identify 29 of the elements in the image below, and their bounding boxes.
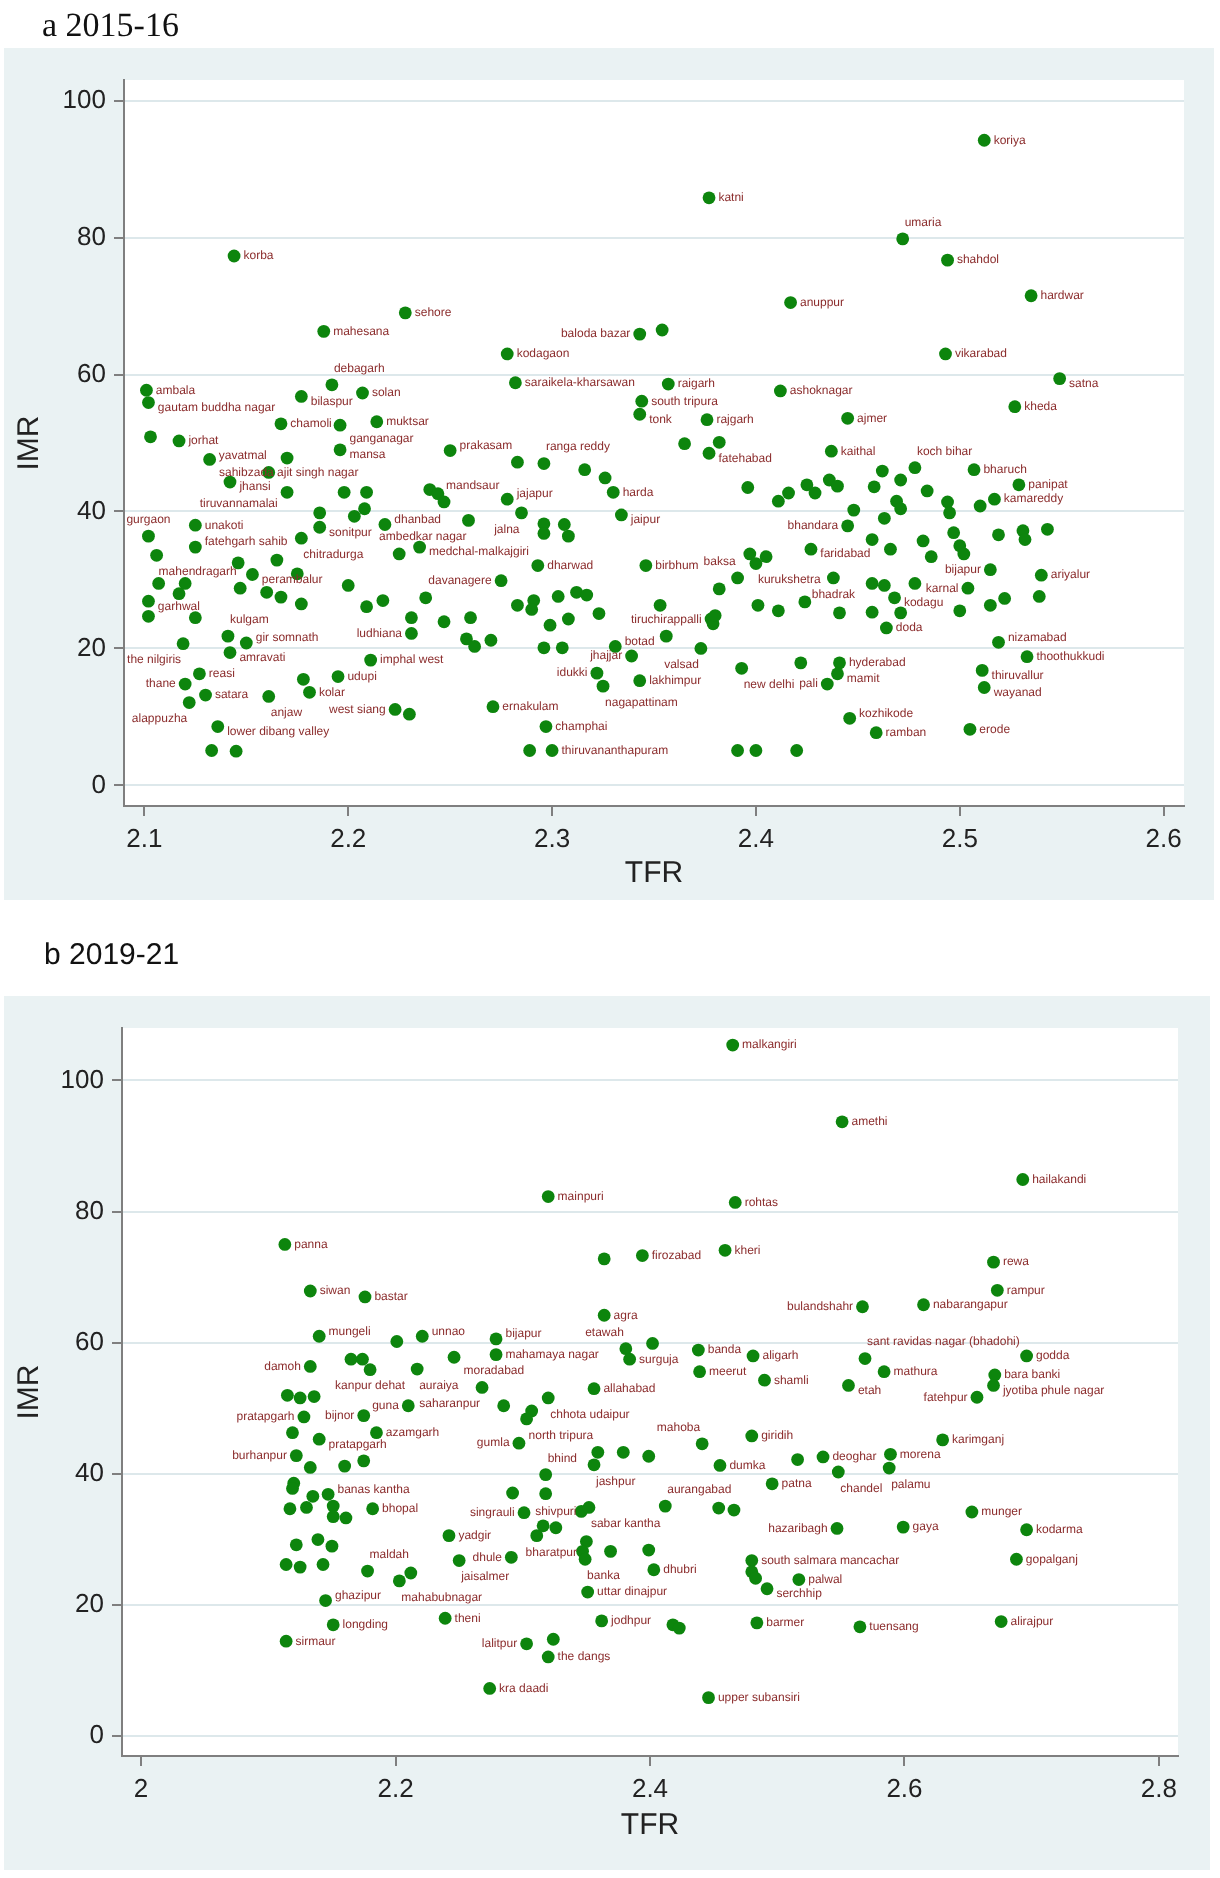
y-tick-label: 20 [75, 1588, 104, 1619]
y-tick-label: 60 [77, 357, 106, 388]
x-tick-label: 2.6 [886, 1772, 923, 1803]
x-axis-title: TFR [624, 856, 684, 891]
x-tick-label: 2.1 [126, 822, 163, 853]
x-tick-label: 2.4 [631, 1772, 669, 1803]
y-tick-label: 40 [77, 494, 106, 525]
x-tick-label: 2.2 [377, 1772, 414, 1803]
x-tick-label: 2.5 [941, 822, 978, 853]
x-axis-title: TFR [620, 1808, 680, 1843]
x-tick-label: 2.6 [1145, 822, 1182, 853]
y-tick-label: 0 [89, 1719, 104, 1750]
x-tick-label: 2.3 [534, 822, 571, 853]
y-tick-label: 20 [77, 631, 106, 662]
chart-title: b 2019-21 [44, 938, 180, 972]
y-tick-label: 100 [60, 1063, 104, 1094]
y-tick-label: 60 [75, 1325, 104, 1356]
x-tick-label: 2 [133, 1772, 149, 1803]
x-tick-label: 2.2 [330, 822, 367, 853]
y-tick-label: 100 [62, 83, 106, 114]
y-tick-label: 80 [75, 1194, 104, 1225]
chart-title: a 2015-16 [42, 6, 179, 46]
y-tick-label: 0 [91, 768, 106, 799]
y-tick-label: 80 [77, 220, 106, 251]
x-tick-label: 2.8 [1140, 1772, 1177, 1803]
y-axis-title: IMR [12, 415, 47, 471]
y-tick-label: 40 [75, 1457, 104, 1488]
x-tick-label: 2.4 [737, 822, 774, 853]
y-axis-title: IMR [12, 1364, 47, 1420]
